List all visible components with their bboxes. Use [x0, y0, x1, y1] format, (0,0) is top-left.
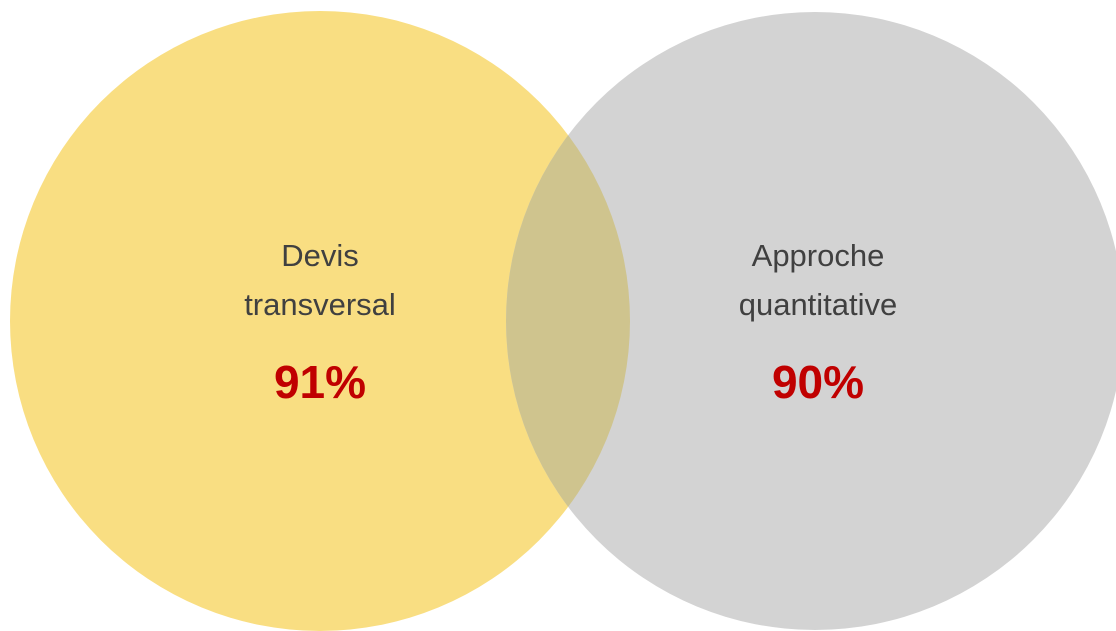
- node-value: 91%: [274, 356, 366, 408]
- node-label: Devis: [281, 238, 359, 273]
- node-value: 90%: [772, 356, 864, 408]
- node-label: quantitative: [739, 287, 898, 322]
- circle-right: [506, 12, 1116, 630]
- node-label: transversal: [244, 287, 396, 322]
- node-label: Approche: [752, 238, 885, 273]
- circle-left: [10, 11, 630, 631]
